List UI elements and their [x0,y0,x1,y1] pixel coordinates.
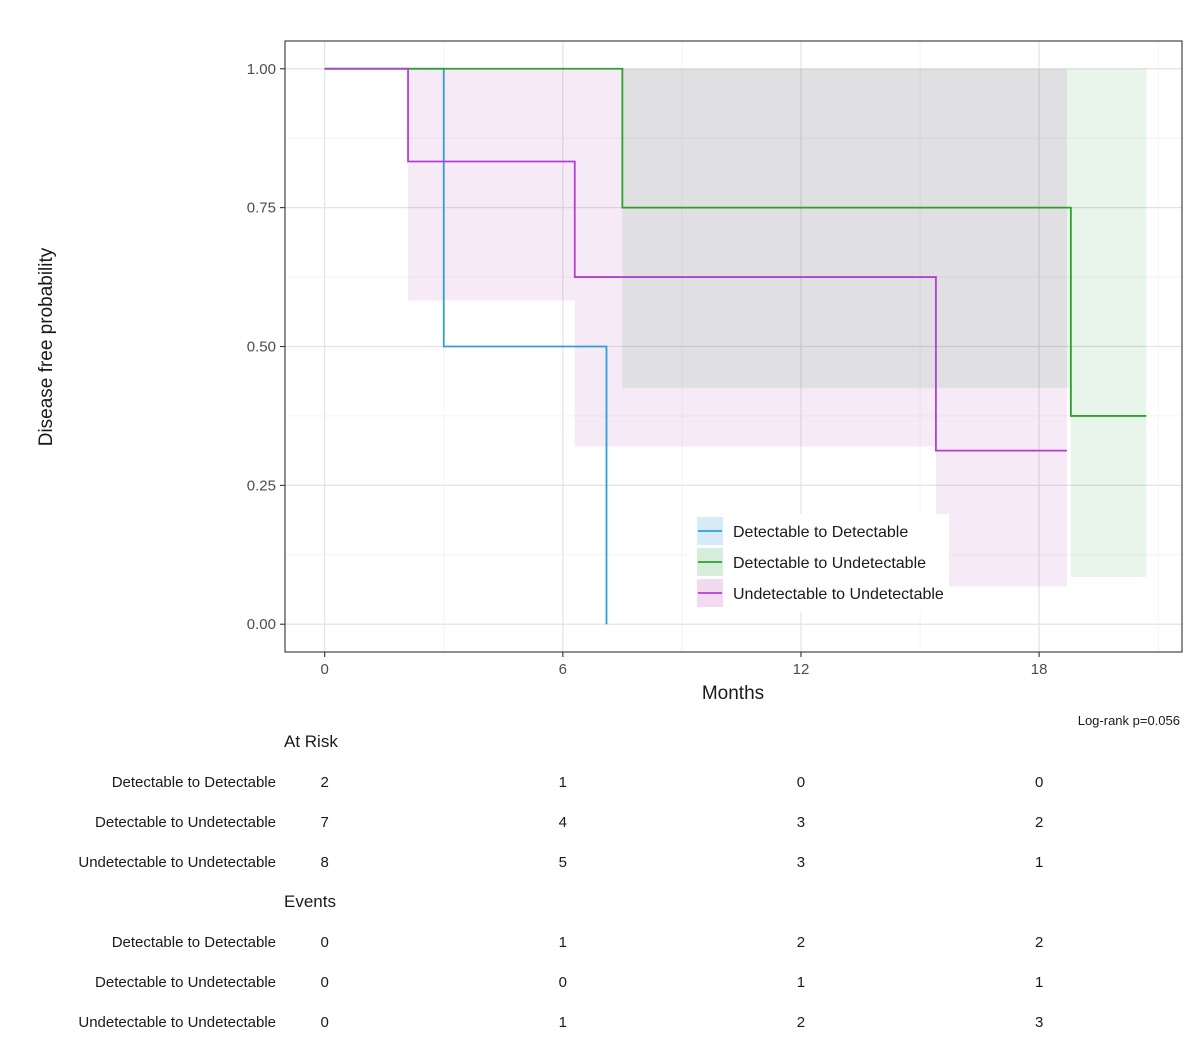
risk-table-cell: 1 [1035,974,1043,991]
risk-table-row-label: Detectable to Detectable [112,774,276,791]
risk-table-cell: 1 [559,934,567,951]
legend-label: Undetectable to Undetectable [733,586,944,603]
y-tick-label: 0.00 [247,616,276,633]
axes: 0.00 0.25 0.50 0.75 1.00 0 6 12 18 [247,61,1048,678]
risk-table-cell: 0 [559,974,567,991]
risk-table-cell: 2 [797,1014,805,1031]
risk-table-cell: 7 [321,814,329,831]
risk-table-cell: 2 [1035,814,1043,831]
risk-table-section-title: Events [284,892,336,911]
legend-label: Detectable to Undetectable [733,555,926,572]
log-rank-annotation: Log-rank p=0.056 [1078,713,1180,728]
risk-table-cell: 3 [797,854,805,871]
x-tick-label: 0 [321,661,329,678]
risk-table-cell: 0 [797,774,805,791]
survival-curves [324,67,1147,625]
risk-table: At Risk Detectable to Detectable 2 1 0 0 Detec… [78,732,1043,1031]
risk-table-cell: 0 [321,1014,329,1031]
x-tick-label: 6 [559,661,567,678]
y-tick-label: 0.50 [247,339,276,356]
risk-table-row-label: Undetectable to Undetectable [78,854,276,871]
risk-table-cell: 3 [1035,1014,1043,1031]
y-tick-label: 0.75 [247,200,276,217]
x-tick-label: 12 [793,661,810,678]
legend-background [686,514,949,612]
risk-table-cell: 2 [321,774,329,791]
survival-curve-3 [324,67,1067,452]
ci-band [574,68,936,447]
y-tick-label: 0.25 [247,477,276,494]
x-axis-title: Months [702,683,764,704]
y-axis-title: Disease free probability [36,247,57,446]
survival-curve-2 [324,67,1147,417]
risk-table-cell: 0 [321,974,329,991]
risk-table-cell: 8 [321,854,329,871]
legend: Detectable to Detectable Detectable to Un… [686,514,949,612]
risk-table-section-title: At Risk [284,732,338,751]
confidence-bands [408,68,1147,587]
risk-table-cell: 1 [559,774,567,791]
risk-table-cell: 0 [321,934,329,951]
ci-band [935,68,1067,587]
risk-table-cell: 1 [559,1014,567,1031]
legend-label: Detectable to Detectable [733,524,908,541]
risk-table-cell: 4 [559,814,567,831]
risk-table-cell: 2 [797,934,805,951]
risk-table-row-label: Undetectable to Undetectable [78,1014,276,1031]
y-tick-label: 1.00 [247,61,276,78]
ci-band [408,68,575,301]
risk-table-cell: 1 [797,974,805,991]
risk-table-cell: 2 [1035,934,1043,951]
x-tick-label: 18 [1031,661,1048,678]
risk-table-cell: 5 [559,854,567,871]
risk-table-row-label: Detectable to Detectable [112,934,276,951]
ci-band [1070,68,1147,578]
risk-table-cell: 1 [1035,854,1043,871]
risk-table-row-label: Detectable to Undetectable [95,814,276,831]
risk-table-row-label: Detectable to Undetectable [95,974,276,991]
risk-table-cell: 0 [1035,774,1043,791]
risk-table-cell: 3 [797,814,805,831]
